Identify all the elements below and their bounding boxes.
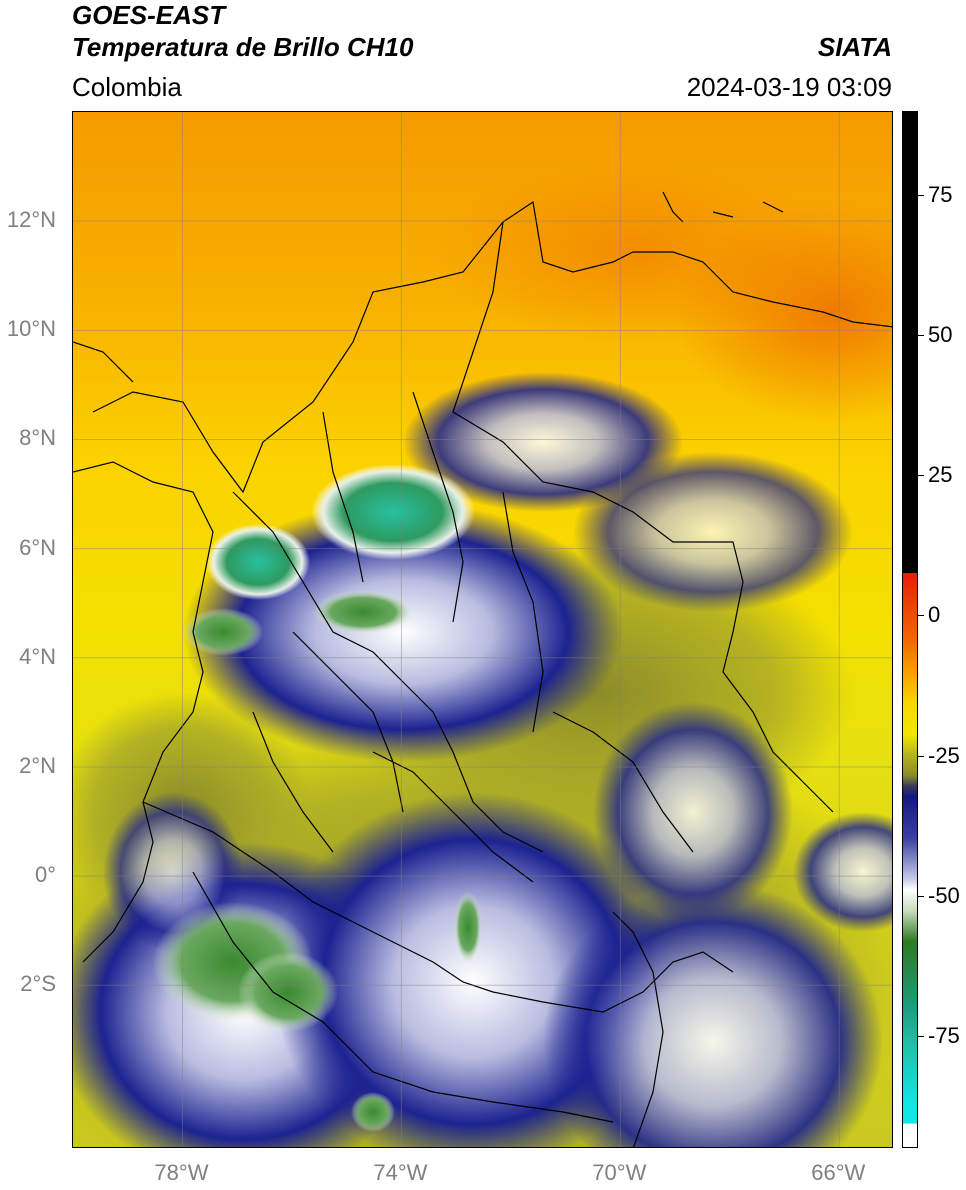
colorbar-tick-label: -50 (928, 882, 960, 908)
pacific-coast (73, 461, 214, 963)
map-canvas (73, 112, 892, 1147)
lat-label: 8°N (19, 425, 56, 451)
convective-core-7 (454, 891, 482, 963)
product-title: GOES-EAST (72, 0, 226, 30)
brand-label: SIATA (817, 32, 892, 62)
lat-label: 10°N (6, 316, 56, 342)
datetime-label: 2024-03-19 03:09 (686, 72, 892, 102)
lat-label: 2°N (19, 752, 56, 778)
panama-coast (73, 341, 134, 383)
satellite-map[interactable] (72, 111, 893, 1148)
lat-label: 12°N (6, 207, 56, 233)
colombia-south-border (142, 801, 734, 1013)
aruba-curacao (662, 191, 784, 223)
cloud-band-east (573, 452, 853, 612)
lat-label: 0° (34, 862, 56, 888)
peru-border (192, 871, 614, 1123)
cloud-mid-east (593, 702, 793, 922)
departmental-lines (232, 391, 694, 883)
caribbean-coast (92, 200, 892, 494)
lat-label: 2°S (20, 971, 56, 997)
channel-title: Temperatura de Brillo CH10 (72, 32, 414, 62)
brazil-border (612, 911, 664, 1147)
lon-label: 78°W (154, 1160, 209, 1185)
colorbar-tick (918, 755, 924, 757)
lon-label: 74°W (373, 1160, 428, 1185)
colorbar-gradient (903, 112, 917, 1147)
colorbar-tick (918, 615, 924, 617)
colorbar-tick-label: 75 (928, 182, 953, 208)
convective-core-8 (351, 1092, 395, 1132)
colombia-venezuela-border (452, 221, 834, 813)
colorbar-tick (918, 1035, 924, 1037)
lat-label: 6°N (19, 534, 56, 560)
convective-core-3 (313, 590, 413, 634)
colorbar-tick (918, 335, 924, 337)
convective-core-1 (311, 464, 475, 560)
colorbar-tick (918, 895, 924, 897)
lon-label: 70°W (592, 1160, 647, 1185)
region-label: Colombia (72, 72, 182, 102)
lon-label: 66°W (811, 1160, 866, 1185)
colorbar-tick-label: 0 (928, 602, 941, 628)
colorbar-tick (918, 195, 924, 197)
colorbar-tick-label: -25 (928, 742, 960, 768)
cloud-east-tip (793, 812, 892, 932)
colorbar-tick-label: -75 (928, 1022, 960, 1048)
colorbar-tick-label: 50 (928, 322, 953, 348)
gridlines (73, 112, 892, 1147)
colorbar-tick-label: 25 (928, 462, 953, 488)
convective-core-2 (206, 524, 310, 600)
borders (73, 191, 892, 1147)
convective-core-6 (238, 952, 338, 1032)
cloud-south-east (543, 882, 883, 1147)
lat-label: 4°N (19, 643, 56, 669)
convective-core-4 (183, 608, 263, 656)
colorbar (902, 111, 918, 1148)
colorbar-tick (918, 475, 924, 477)
